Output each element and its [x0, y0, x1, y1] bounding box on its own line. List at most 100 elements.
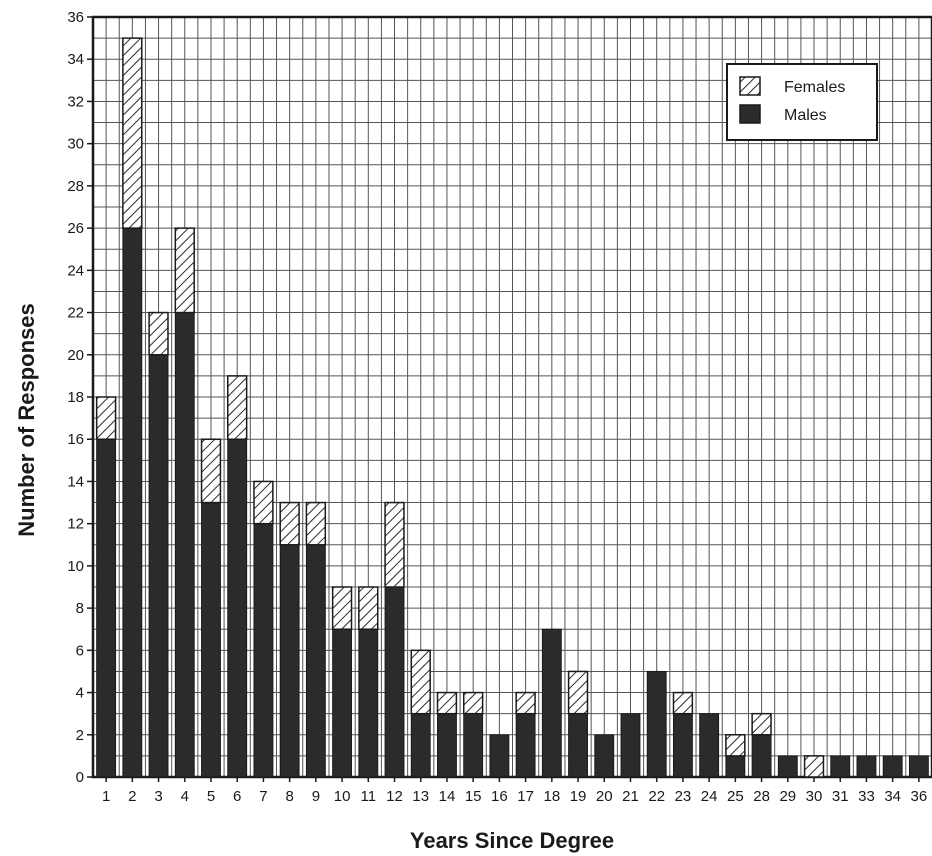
- bar-females-4: [174, 227, 195, 314]
- x-tick-label: 15: [465, 788, 482, 805]
- bar-females-14: [436, 691, 458, 715]
- x-tick-label: 25: [727, 788, 744, 805]
- y-tick-label: 22: [67, 305, 84, 322]
- x-tick-label: 4: [181, 788, 189, 805]
- bar-males-20: [594, 734, 615, 778]
- y-tick-label: 32: [67, 93, 84, 110]
- legend-label-males: Males: [784, 107, 827, 124]
- y-tick-label: 14: [67, 473, 84, 490]
- x-tick-label: 8: [285, 788, 293, 805]
- bar-males-23: [672, 713, 693, 778]
- bar-females-28: [751, 712, 772, 736]
- x-tick-label: 21: [622, 788, 639, 805]
- y-tick-label: 34: [67, 51, 84, 68]
- bar-males-25: [725, 755, 746, 778]
- bar-males-31: [830, 755, 851, 778]
- bar-females-19: [567, 670, 589, 715]
- bar-females-8: [279, 501, 300, 546]
- bar-females-7: [253, 480, 274, 525]
- bar-males-28: [751, 734, 772, 778]
- bar-males-18: [541, 628, 562, 778]
- y-tick-label: 20: [67, 347, 84, 364]
- bar-females-25: [725, 734, 746, 757]
- bar-females-17: [515, 691, 536, 715]
- bar-females-30: [803, 755, 825, 778]
- y-tick-label: 4: [76, 685, 84, 702]
- bar-males-22: [646, 670, 667, 778]
- bar-females-9: [305, 501, 327, 546]
- x-tick-label: 11: [361, 788, 377, 805]
- x-tick-label: 33: [858, 788, 875, 805]
- x-tick-label: 3: [154, 788, 162, 805]
- bar-males-14: [437, 713, 457, 778]
- bar-females-11: [358, 586, 379, 630]
- bar-males-4: [174, 312, 195, 778]
- bar-females-2: [122, 37, 143, 229]
- legend-label-females: Females: [784, 79, 845, 96]
- x-tick-label: 2: [128, 788, 136, 805]
- bar-males-12: [384, 586, 405, 778]
- bar-males-9: [305, 544, 326, 778]
- y-tick-label: 12: [67, 516, 84, 533]
- y-tick-label: 6: [76, 642, 84, 659]
- x-tick-label: 17: [517, 788, 534, 805]
- x-tick-label: 18: [543, 788, 560, 805]
- y-tick-label: 24: [67, 262, 84, 279]
- x-tick-label: 34: [884, 788, 901, 805]
- x-tick-label: 23: [675, 788, 692, 805]
- legend: Females Males: [726, 63, 878, 141]
- bar-females-12: [384, 501, 405, 588]
- bar-males-24: [699, 713, 720, 778]
- bar-males-6: [227, 438, 248, 778]
- x-tick-label: 9: [312, 788, 320, 805]
- bar-females-5: [200, 438, 222, 504]
- bar-males-21: [620, 713, 641, 778]
- legend-box: [726, 63, 878, 141]
- x-tick-label: 24: [701, 788, 718, 805]
- bar-males-29: [777, 755, 798, 778]
- bar-females-15: [462, 691, 484, 715]
- bar-males-11: [358, 628, 379, 778]
- bar-males-13: [410, 713, 431, 778]
- y-tick-label: 18: [67, 389, 84, 406]
- bar-females-3: [148, 311, 169, 356]
- x-tick-label: 30: [806, 788, 823, 805]
- x-tick-label: 20: [596, 788, 613, 805]
- bar-males-7: [253, 523, 274, 778]
- y-axis-title: Number of Responses: [14, 303, 39, 537]
- x-tick-label: 1: [102, 788, 110, 805]
- bar-females-23: [672, 691, 694, 715]
- x-tick-label: 16: [491, 788, 508, 805]
- bar-males-15: [463, 713, 484, 778]
- y-tick-label: 16: [67, 431, 84, 448]
- bar-females-6: [227, 375, 248, 440]
- bars: [95, 37, 929, 778]
- y-tick-label: 2: [76, 727, 84, 744]
- x-tick-label: 5: [207, 788, 215, 805]
- y-tick-label: 10: [67, 558, 84, 575]
- x-tick-label: 22: [648, 788, 665, 805]
- legend-swatch-females: [739, 76, 761, 96]
- x-tick-label: 29: [779, 788, 796, 805]
- x-tick-label: 36: [911, 788, 928, 805]
- x-tick-label: 7: [259, 788, 267, 805]
- legend-swatch-males: [739, 104, 761, 124]
- bar-males-36: [908, 755, 929, 778]
- bar-males-10: [332, 628, 353, 778]
- x-tick-label: 31: [832, 788, 849, 805]
- y-tick-label: 0: [76, 769, 84, 786]
- bar-males-8: [279, 544, 300, 778]
- x-tick-label: 10: [334, 788, 351, 805]
- x-tick-label: 28: [753, 788, 770, 805]
- bar-males-5: [201, 502, 221, 778]
- bar-males-19: [568, 713, 588, 778]
- bar-females-13: [410, 649, 431, 715]
- bar-males-16: [489, 734, 510, 778]
- y-tick-label: 30: [67, 136, 84, 153]
- y-tick-label: 28: [67, 178, 84, 195]
- bar-males-1: [96, 438, 117, 778]
- x-axis-title: Years Since Degree: [410, 828, 614, 853]
- x-axis: 1 2 3 4 5 6 7 8 9 10 11 12 13 14 15 16 17 18 19 20 21 22 23 24 2…: [102, 777, 927, 805]
